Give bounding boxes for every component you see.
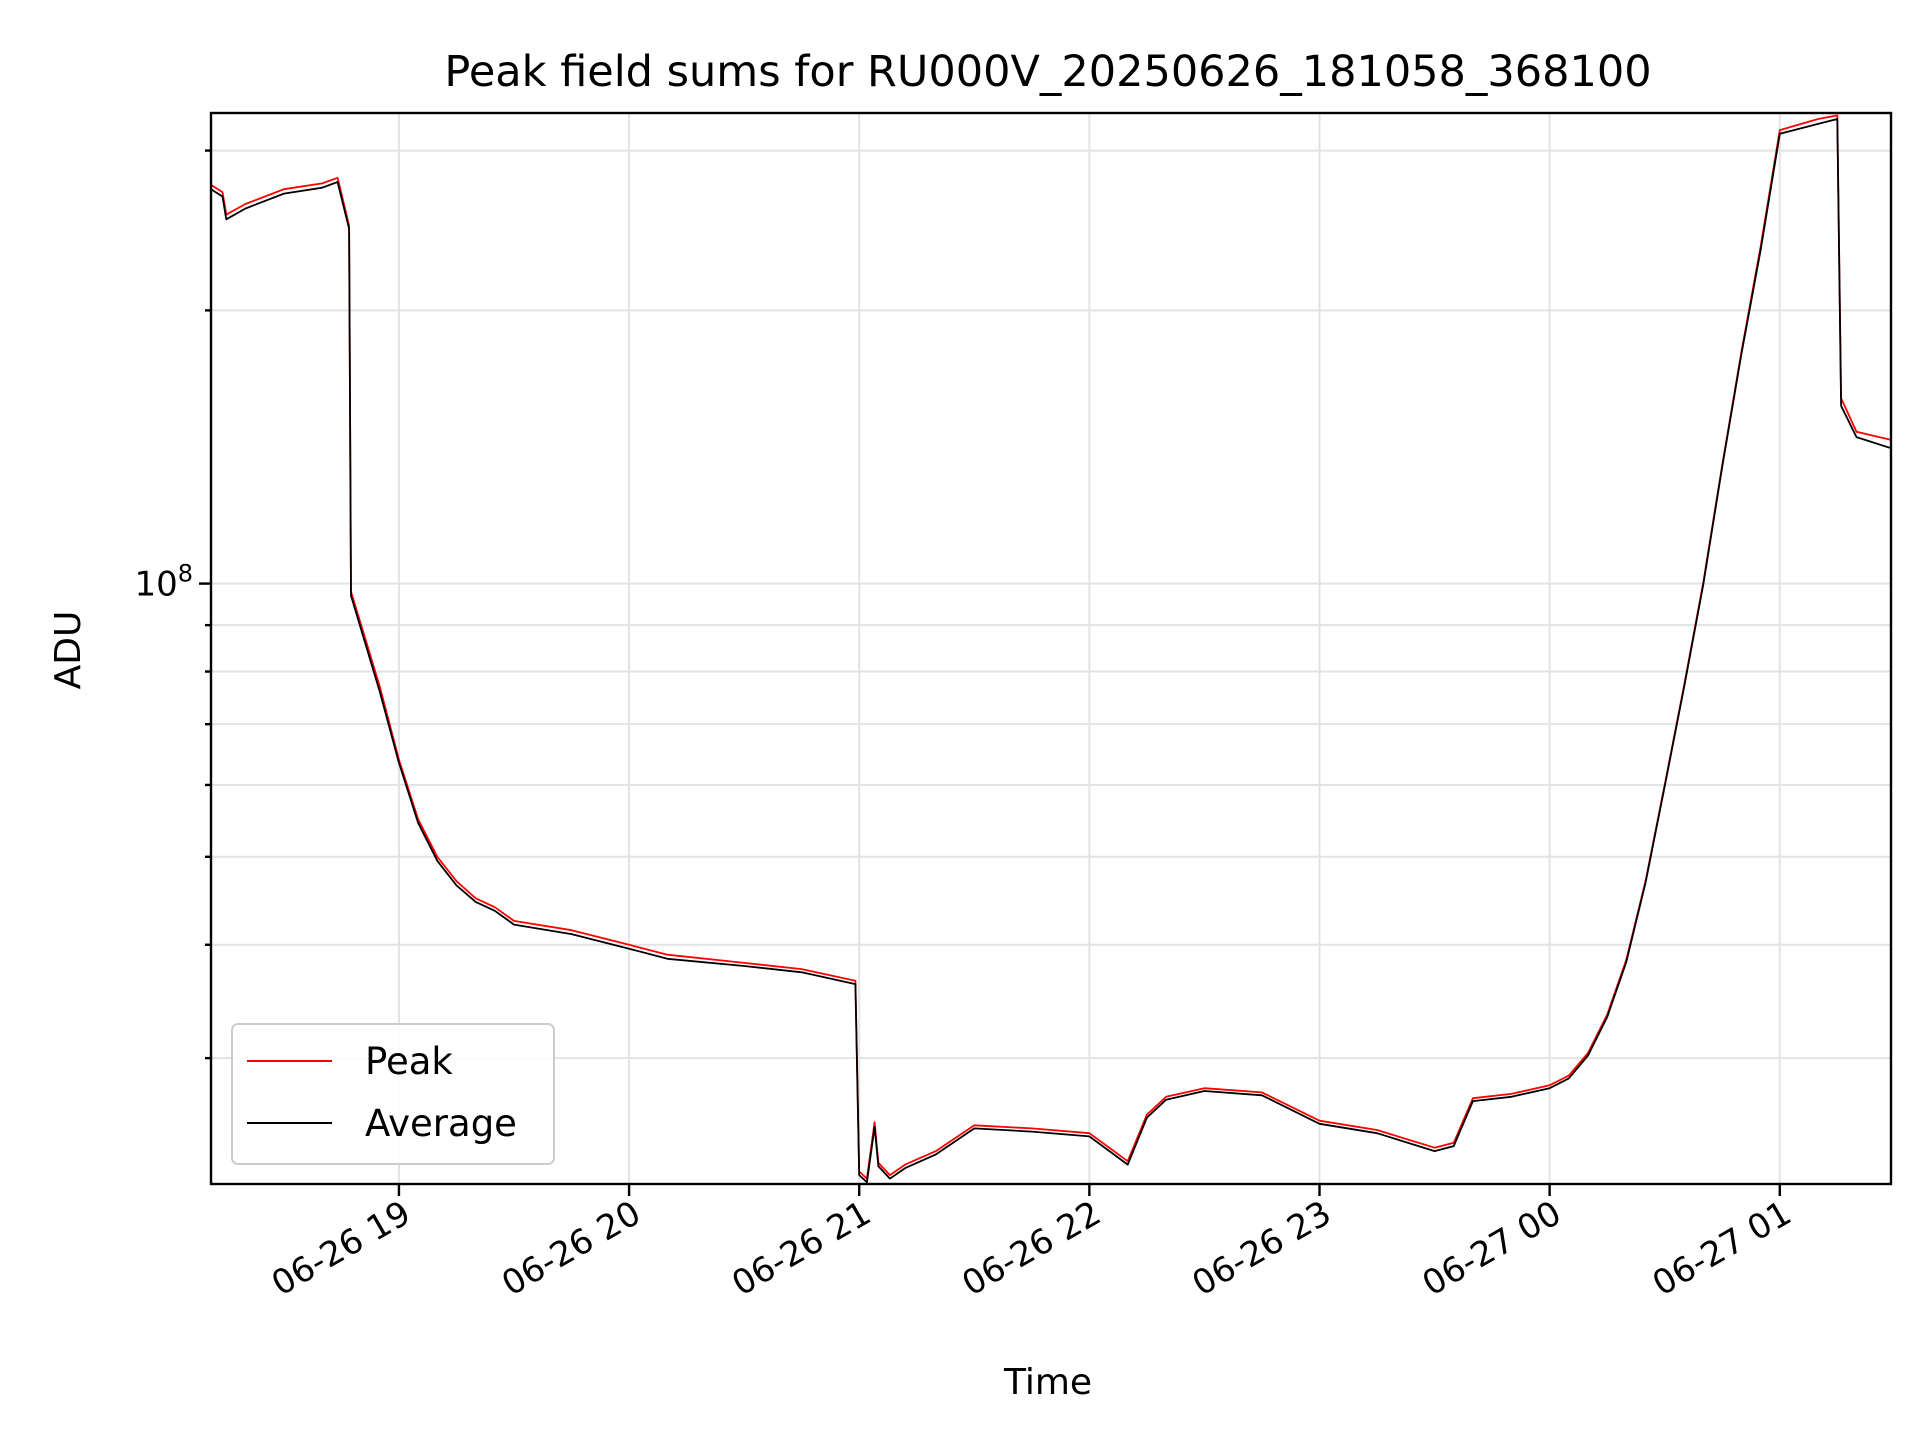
x-tick-label: 06-26 23 xyxy=(1186,1193,1338,1304)
x-tick-label: 06-27 01 xyxy=(1646,1193,1798,1304)
y-axis-label: ADU xyxy=(48,611,89,690)
x-axis-label: Time xyxy=(1003,1362,1092,1403)
legend-peak-label: Peak xyxy=(365,1040,453,1083)
x-tick-label: 06-26 22 xyxy=(955,1193,1107,1304)
y-tick-label: 108 xyxy=(134,560,193,605)
plot-lines xyxy=(210,114,1892,1184)
series-line-peak xyxy=(210,114,1892,1180)
x-tick-label: 06-26 20 xyxy=(495,1193,647,1304)
plot-frame xyxy=(209,111,1893,1186)
x-tick-label: 06-26 21 xyxy=(725,1193,877,1304)
legend: Peak Average xyxy=(231,1023,555,1165)
grid-lines xyxy=(211,113,1891,1184)
chart-title: Peak field sums for RU000V_20250626_1810… xyxy=(444,47,1651,97)
legend-average-label: Average xyxy=(365,1102,517,1145)
legend-box xyxy=(231,1023,555,1165)
x-tick-label: 06-26 19 xyxy=(265,1193,417,1304)
x-tick-label: 06-27 00 xyxy=(1416,1193,1568,1304)
series-line-average xyxy=(210,118,1892,1184)
